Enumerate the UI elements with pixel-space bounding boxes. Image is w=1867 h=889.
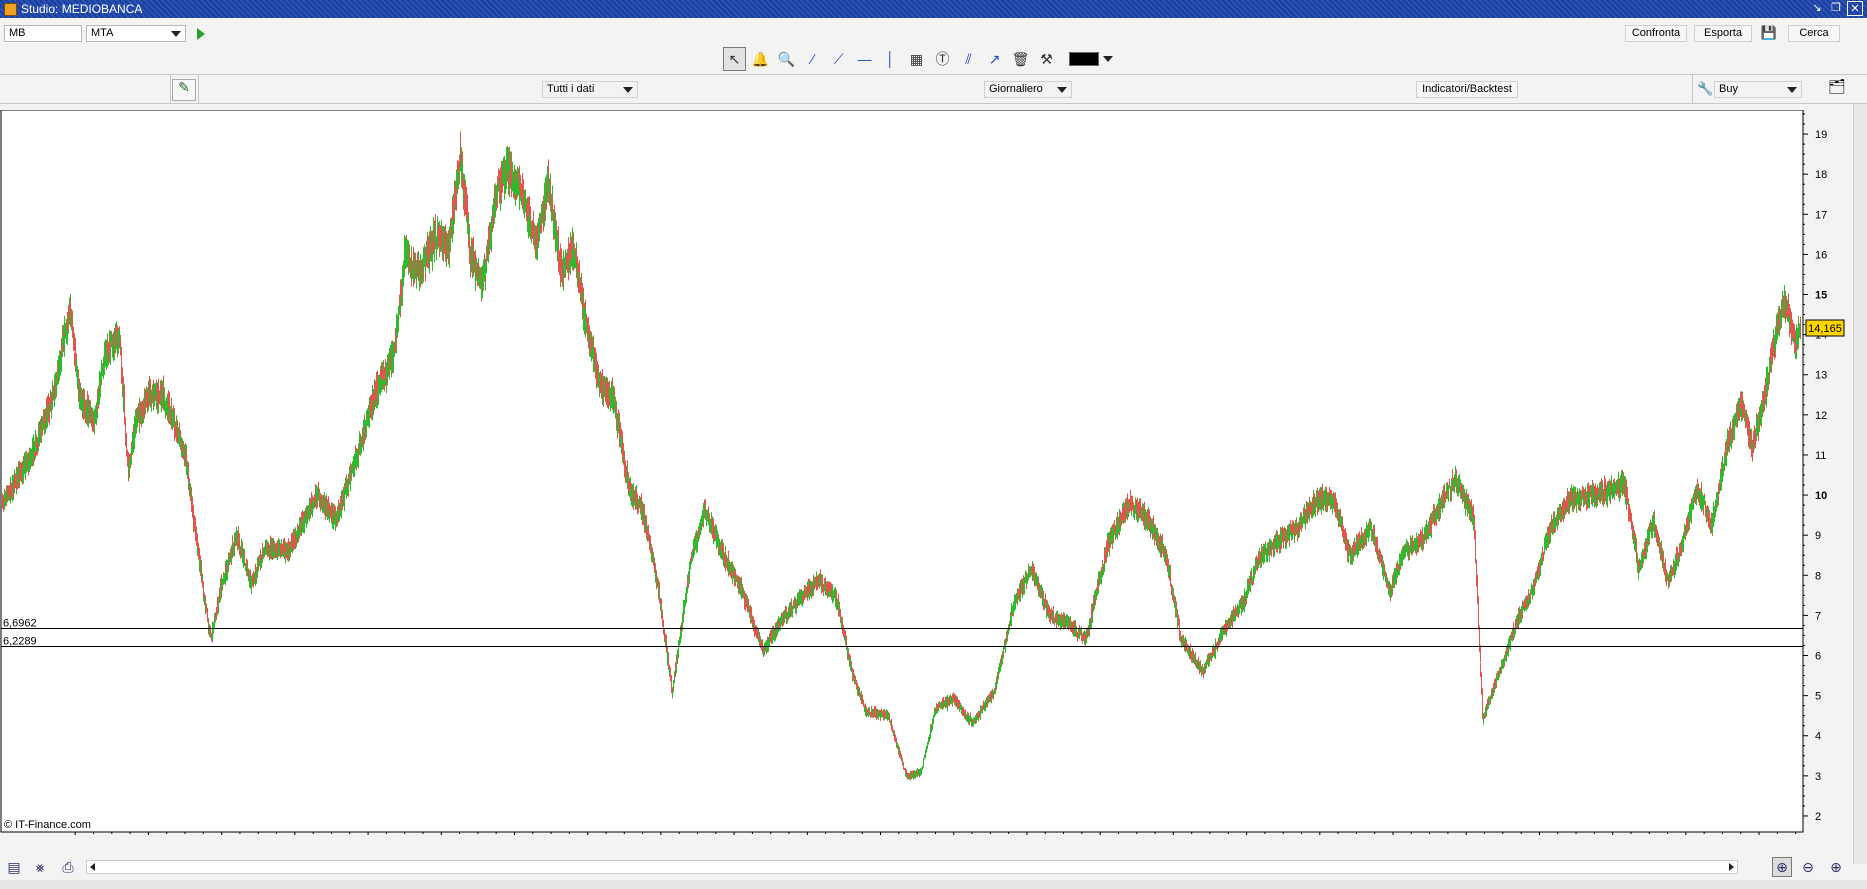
trendline-icon[interactable]: ∕ [811,51,814,67]
esporta-button[interactable]: Esporta [1694,25,1752,42]
zoom-icon[interactable]: 🔍 [777,50,796,67]
close-icon[interactable]: ✕ [1847,1,1863,16]
chevron-down-icon [1057,87,1067,93]
wrench-icon[interactable]: 🔧 [1697,81,1714,96]
chevron-down-icon [1787,87,1797,93]
indicator-pen-icon[interactable]: ✎ [172,79,196,101]
market-select-value: MTA [91,27,114,39]
color-swatch [1069,52,1099,66]
chevron-down-icon [1103,56,1113,62]
tools-icon[interactable]: ⚒ [1040,50,1053,67]
cursor-icon[interactable]: ↖ [723,47,746,71]
restore-icon[interactable]: ❐ [1831,2,1841,14]
save-icon[interactable]: 💾 [1760,25,1778,40]
horizontal-line-icon[interactable]: — [857,51,872,67]
chart-frame [0,110,1804,833]
indicators-backtest-button[interactable]: Indicatori/Backtest [1416,81,1518,98]
symbol-input[interactable]: MB [4,25,82,42]
line-extended-icon[interactable]: ⟋ [833,50,844,67]
text-icon[interactable]: Ⓣ [935,51,950,67]
confronta-button[interactable]: Confronta [1625,25,1687,42]
title-bar: Studio: MEDIOBANCA ↘ ❐ ✕ [0,0,1867,18]
fibonacci-icon[interactable]: ▦ [909,50,924,67]
chevron-down-icon [171,31,181,37]
vertical-line-icon[interactable]: │ [886,51,895,67]
period-select[interactable]: Giornaliero [984,81,1072,98]
strategy-select[interactable]: Buy [1714,81,1802,98]
cerca-button[interactable]: Cerca [1788,25,1840,42]
minimize-icon[interactable]: ↘ [1812,2,1822,14]
chart-options-bar: ✎ Tutti i dati Giornaliero Indicatori/Ba… [0,74,1867,104]
symbol-toolbar: MB MTA Confronta Esporta 💾 Cerca [0,20,1867,46]
grid-settings-icon[interactable]: 🗂 [1828,78,1846,94]
drawing-toolbar: ↖ 🔔 🔍 ∕ ⟋ — │ ▦ Ⓣ ⫽ ↗ 🗑 ⚒ [723,46,1121,72]
range-select-value: Tutti i dati [547,83,595,95]
range-select[interactable]: Tutti i dati [542,81,638,98]
color-picker[interactable] [1069,49,1121,69]
parallel-lines-icon[interactable]: ⫽ [965,50,972,67]
alert-bell-icon[interactable]: 🔔 [751,50,770,67]
candles-layer [2,131,1801,781]
chevron-down-icon [623,87,633,93]
app-icon [4,2,17,16]
delete-icon[interactable]: 🗑 [1011,50,1030,67]
strategy-select-value: Buy [1719,83,1738,95]
market-select[interactable]: MTA [86,25,186,42]
play-icon[interactable] [197,28,205,40]
period-select-value: Giornaliero [989,83,1043,95]
window-title: Studio: MEDIOBANCA [21,2,143,16]
fan-lines-icon[interactable]: ↗ [988,50,1001,67]
